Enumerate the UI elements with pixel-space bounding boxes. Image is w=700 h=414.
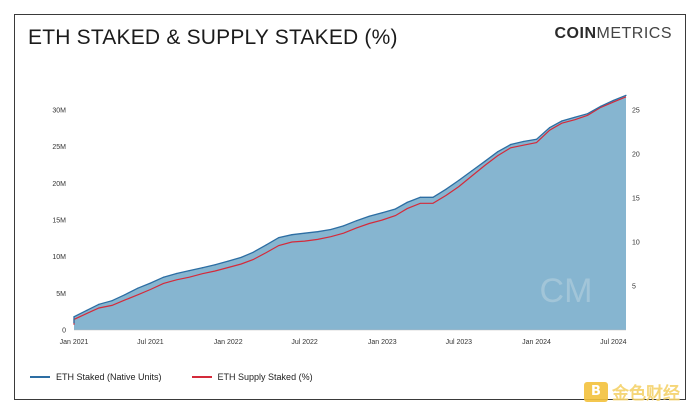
data-point-eth-staked xyxy=(432,196,434,198)
data-point-eth-staked xyxy=(86,309,88,311)
y-left-tick-label: 0 xyxy=(62,328,66,335)
data-point-eth-staked xyxy=(445,188,447,190)
legend-label-native: ETH Staked (Native Units) xyxy=(56,372,162,382)
x-tick-label: Jul 2021 xyxy=(137,339,164,346)
data-point-eth-staked xyxy=(625,94,627,96)
y-right-tick-label: 15 xyxy=(632,196,640,203)
x-tick-label: Jan 2023 xyxy=(368,339,397,346)
data-point-eth-staked xyxy=(227,260,229,262)
legend-item-supply[interactable]: ETH Supply Staked (%) xyxy=(191,372,313,382)
x-tick-label: Jan 2021 xyxy=(60,339,89,346)
data-point-eth-staked xyxy=(355,220,358,222)
legend-swatch-native xyxy=(30,376,50,378)
y-left-tick-label: 30M xyxy=(52,108,66,115)
logo-bold-text: COIN xyxy=(554,25,597,42)
data-point-eth-staked xyxy=(98,303,100,305)
legend-label-supply: ETH Supply Staked (%) xyxy=(217,372,313,382)
data-point-eth-staked xyxy=(278,237,280,239)
data-point-eth-staked xyxy=(612,99,614,102)
cm-watermark-icon: CM xyxy=(540,272,593,310)
chart-title: ETH STAKED & SUPPLY STAKED (%) xyxy=(28,26,398,49)
data-point-eth-staked xyxy=(240,256,242,258)
data-point-eth-staked xyxy=(162,276,165,278)
x-tick-label: Jan 2022 xyxy=(214,339,243,346)
watermark-text: 金色财经 xyxy=(612,384,680,404)
coinmetrics-logo: COINMETRICS xyxy=(555,25,673,43)
y-left-tick-label: 15M xyxy=(52,218,66,225)
data-point-eth-staked xyxy=(484,160,486,162)
data-point-eth-staked xyxy=(561,120,563,122)
data-point-eth-staked xyxy=(587,113,589,115)
x-tick-label: Jul 2024 xyxy=(600,339,627,346)
data-point-eth-staked xyxy=(381,212,383,214)
coin-logo-icon: B xyxy=(584,381,608,402)
y-right-tick-label: 5 xyxy=(632,284,636,291)
data-point-eth-staked xyxy=(73,316,75,318)
data-point-eth-staked xyxy=(574,116,576,118)
data-point-eth-staked xyxy=(188,270,190,272)
x-tick-label: Jul 2022 xyxy=(291,339,318,346)
data-point-eth-staked xyxy=(304,232,306,234)
data-point-eth-staked xyxy=(600,105,602,107)
data-point-eth-staked xyxy=(137,287,139,289)
x-tick-label: Jan 2024 xyxy=(522,339,551,346)
data-point-eth-staked xyxy=(111,300,113,302)
y-right-tick-label: 10 xyxy=(632,240,640,247)
y-left-tick-label: 5M xyxy=(56,291,66,298)
data-point-eth-staked xyxy=(535,138,538,140)
data-point-eth-staked xyxy=(201,267,203,269)
data-point-eth-staked xyxy=(458,179,460,181)
watermark: B 金色财经 xyxy=(584,379,680,404)
y-left-tick-label: 10M xyxy=(52,254,66,261)
data-point-eth-staked xyxy=(549,127,551,129)
data-point-eth-staked xyxy=(176,272,178,275)
chart-legend: ETH Staked (Native Units) ETH Supply Sta… xyxy=(30,372,313,382)
data-point-eth-staked xyxy=(124,294,126,296)
data-point-eth-staked xyxy=(497,151,499,153)
y-right-tick-label: 20 xyxy=(632,152,640,159)
data-point-eth-staked xyxy=(419,196,421,198)
legend-swatch-supply xyxy=(191,376,212,378)
data-point-eth-staked xyxy=(471,170,473,172)
data-point-eth-staked xyxy=(342,225,345,227)
data-point-eth-staked xyxy=(149,282,151,284)
logo-light-text: METRICS xyxy=(596,25,672,42)
data-point-eth-staked xyxy=(522,140,525,143)
data-point-eth-staked xyxy=(291,234,293,236)
y-left-tick-label: 25M xyxy=(52,144,66,151)
data-point-eth-staked xyxy=(406,201,408,203)
y-right-tick-label: 25 xyxy=(632,108,640,115)
data-point-eth-staked xyxy=(330,228,332,231)
y-left-tick-label: 20M xyxy=(52,181,66,188)
data-point-eth-staked xyxy=(394,208,396,210)
data-point-eth-staked xyxy=(214,264,216,266)
data-point-eth-staked xyxy=(368,215,370,217)
data-point-eth-staked xyxy=(252,251,254,253)
x-tick-label: Jul 2023 xyxy=(446,339,473,346)
data-point-eth-staked xyxy=(73,322,75,324)
data-point-eth-staked xyxy=(510,143,512,146)
data-point-eth-staked xyxy=(317,231,319,233)
legend-item-native[interactable]: ETH Staked (Native Units) xyxy=(30,372,162,382)
series-line-supply-staked xyxy=(73,96,627,325)
data-point-eth-staked xyxy=(265,244,267,246)
